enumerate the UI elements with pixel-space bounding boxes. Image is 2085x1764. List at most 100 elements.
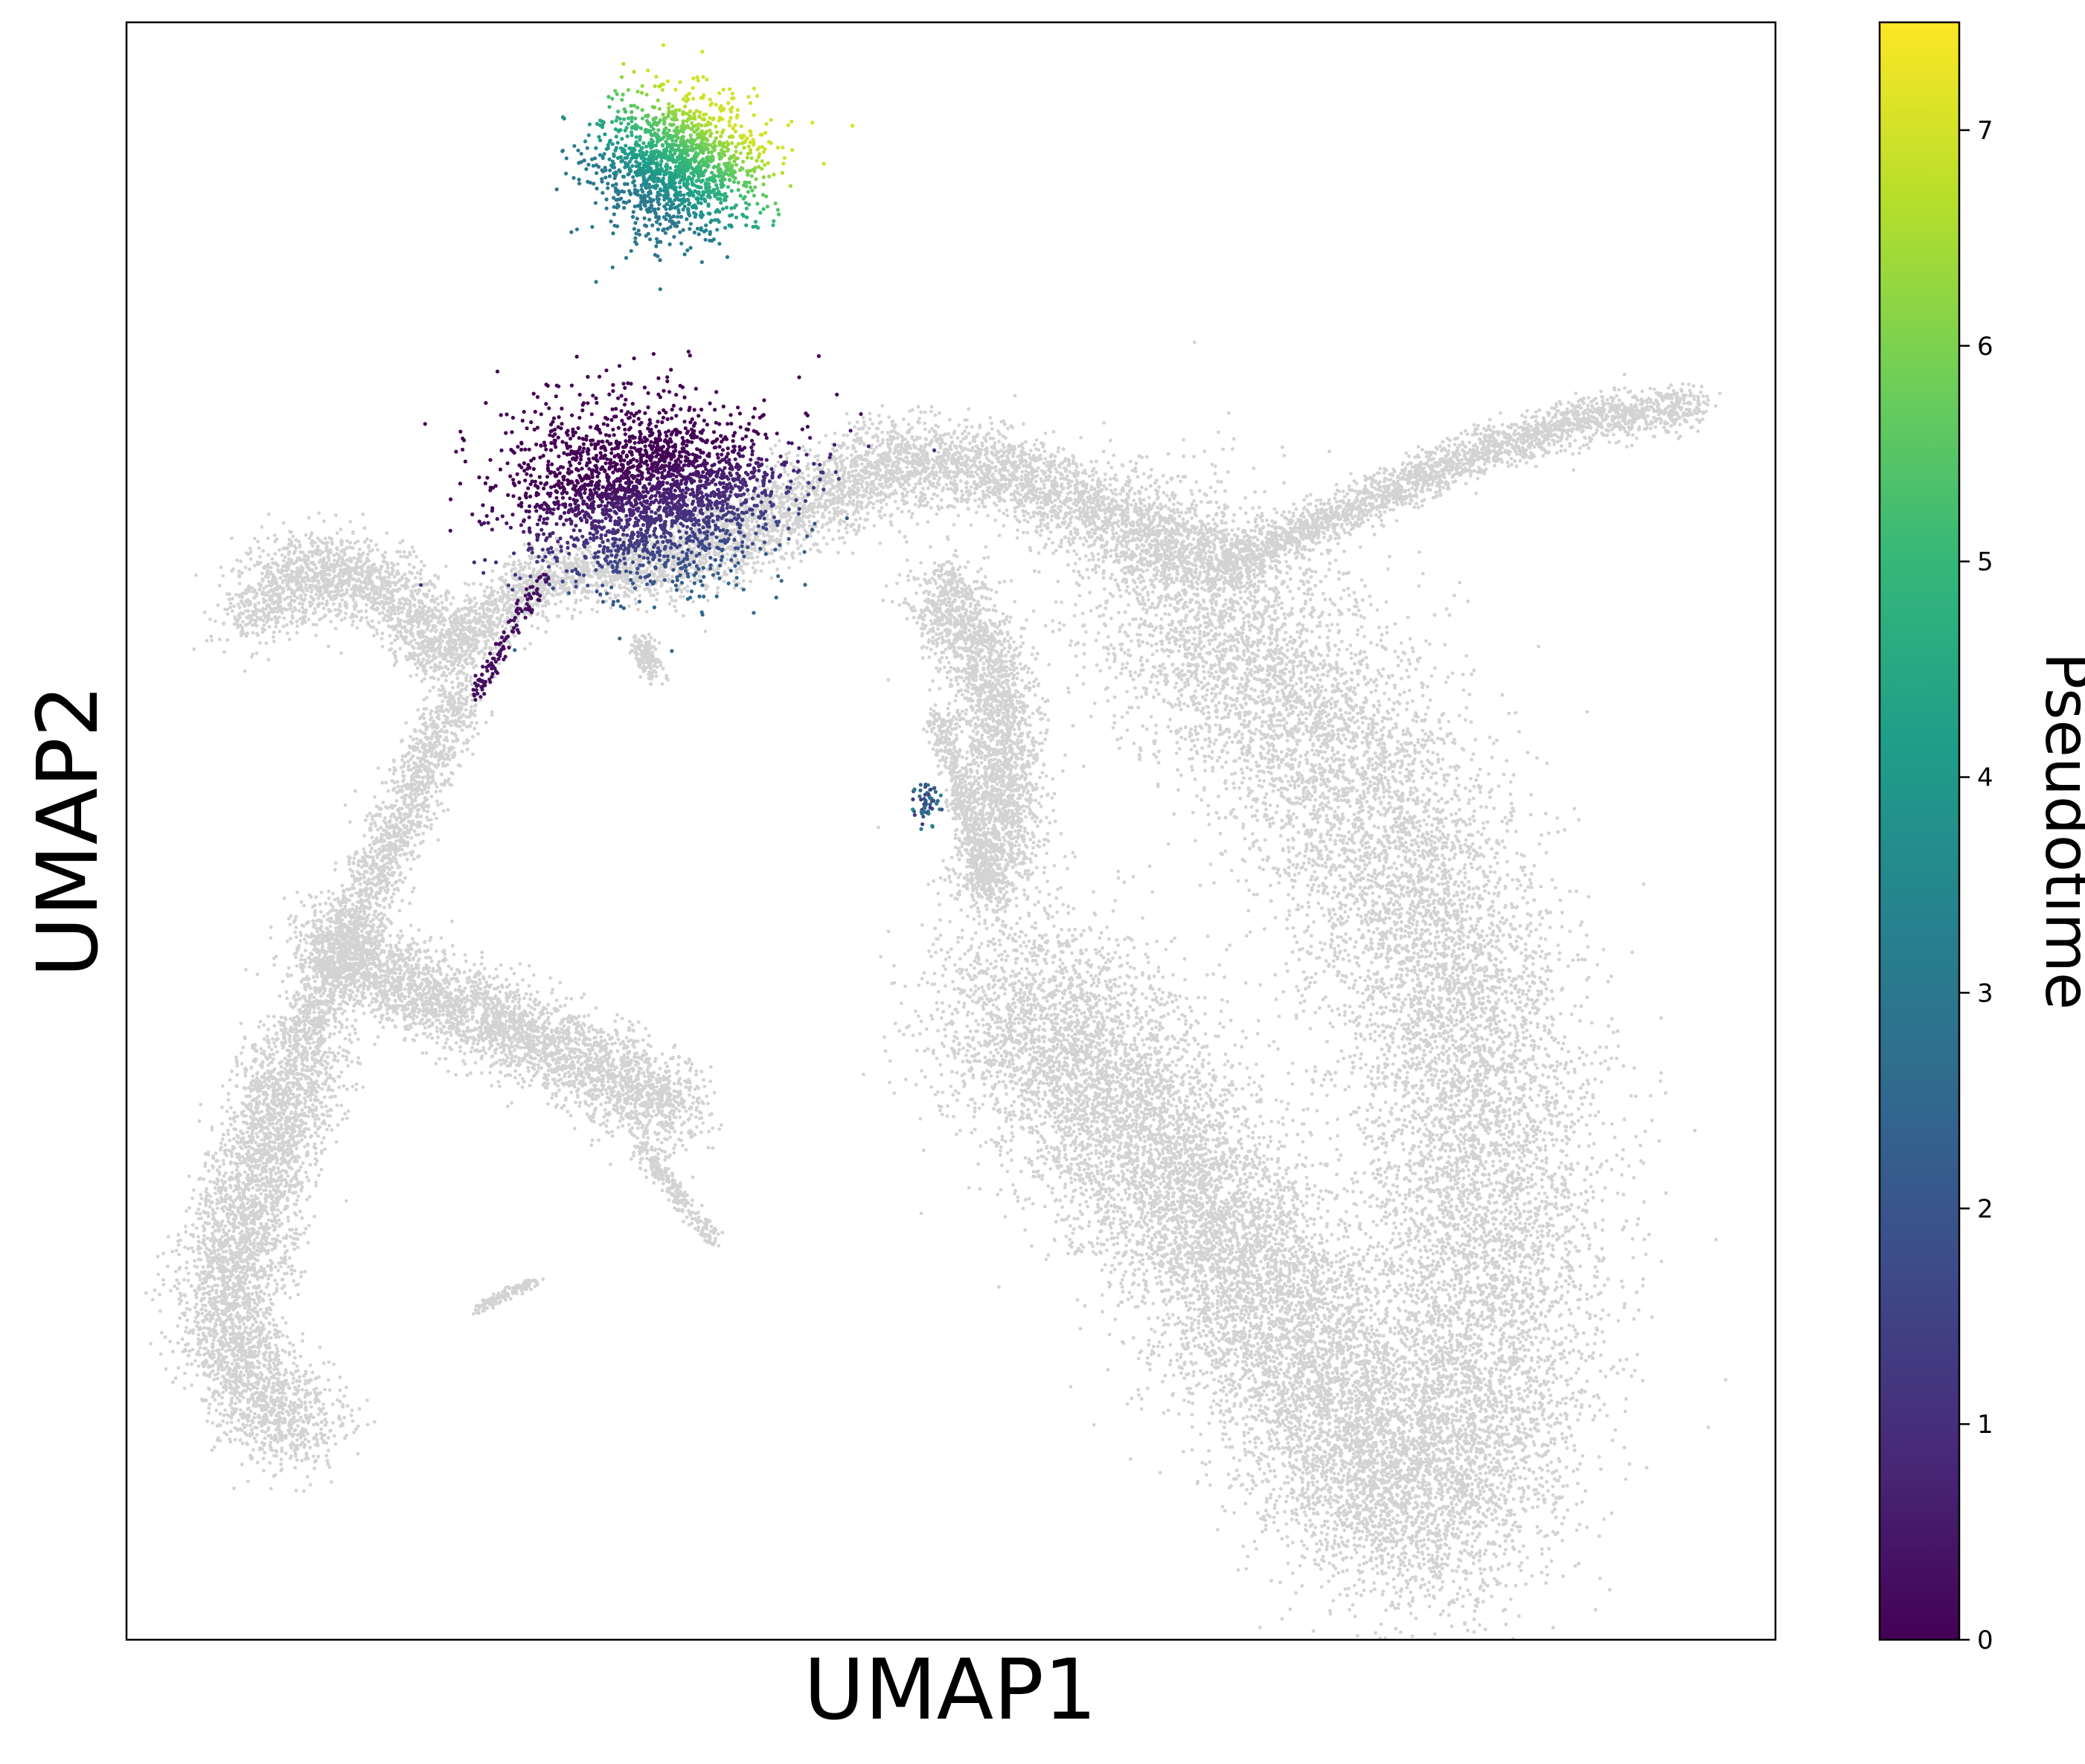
background-cell-point: [410, 618, 414, 621]
background-cell-point: [406, 556, 409, 559]
background-cell-point: [266, 593, 269, 597]
background-cell-point: [260, 577, 264, 581]
background-cell-point: [331, 577, 335, 580]
background-cell-point: [303, 597, 307, 601]
background-cell-point: [229, 602, 233, 606]
background-cell-point: [226, 612, 230, 616]
background-cell-point: [291, 616, 295, 620]
background-cell-point: [365, 609, 368, 613]
background-cell-point: [353, 607, 356, 611]
background-cell-point: [289, 595, 292, 599]
background-cell-point: [318, 585, 321, 588]
background-cell-point: [246, 609, 250, 613]
background-cell-point: [261, 549, 265, 553]
background-cell-point: [303, 609, 307, 612]
background-cell-point: [446, 589, 449, 593]
background-cell-point: [364, 577, 368, 580]
background-cell-point: [349, 520, 353, 524]
background-cell-point: [209, 635, 213, 638]
background-cell-point: [374, 543, 378, 547]
background-cell-point: [414, 612, 418, 616]
background-cell-point: [314, 634, 318, 638]
background-cell-point: [421, 612, 425, 615]
background-cell-point: [257, 582, 260, 586]
background-cell-point: [390, 572, 394, 576]
background-cell-point: [256, 560, 260, 564]
background-cell-point: [417, 660, 420, 664]
background-cell-point: [375, 628, 379, 632]
background-cell-point: [418, 606, 422, 609]
background-cell-point: [258, 555, 262, 559]
background-cell-point: [372, 634, 376, 638]
background-cell-point: [452, 596, 455, 600]
background-cell-point: [253, 536, 257, 540]
background-cell-point: [322, 519, 326, 523]
background-cell-point: [381, 645, 385, 649]
background-cell-point: [327, 609, 331, 613]
background-cell-point: [386, 610, 390, 614]
background-cell-point: [382, 617, 385, 620]
background-cell-point: [447, 628, 451, 632]
background-cell-point: [349, 615, 353, 619]
background-cell-point: [249, 547, 252, 551]
background-cell-point: [407, 612, 411, 616]
background-cell-point: [203, 611, 207, 615]
background-cell-point: [424, 672, 428, 676]
background-cell-point: [319, 559, 323, 562]
background-cell-point: [366, 566, 370, 570]
background-cell-point: [254, 608, 258, 612]
background-cell-point: [437, 577, 441, 580]
background-cell-point: [418, 631, 422, 635]
background-cell-point: [283, 597, 286, 601]
background-cell-point: [275, 592, 278, 596]
background-cell-point: [338, 578, 342, 582]
background-cell-point: [423, 582, 426, 586]
background-cell-point: [416, 571, 420, 574]
background-cell-point: [363, 586, 367, 590]
background-cell-point: [324, 603, 328, 607]
background-cell-point: [441, 616, 445, 620]
background-cell-point: [423, 639, 427, 643]
background-cell-point: [228, 592, 231, 596]
background-cell-point: [465, 594, 469, 597]
background-cell-point: [298, 602, 301, 606]
background-cell-point: [426, 609, 430, 613]
background-cell-point: [312, 612, 316, 615]
background-cell-point: [282, 625, 286, 629]
background-cell-point: [362, 597, 366, 600]
background-cell-point: [322, 580, 326, 583]
background-cell-point: [403, 597, 406, 601]
background-cell-point: [414, 662, 417, 666]
background-cell-point: [238, 606, 242, 609]
background-cell-point: [339, 585, 343, 588]
background-cell-point: [266, 618, 270, 622]
background-cell-point: [214, 620, 217, 623]
background-cell-point: [371, 619, 374, 623]
background-cell-point: [390, 641, 394, 645]
background-cell-point: [437, 620, 441, 624]
background-cell-point: [376, 632, 379, 635]
background-cell-point: [417, 642, 420, 646]
background-cell-point: [313, 571, 317, 575]
background-cell-point: [251, 631, 254, 635]
background-cell-point: [307, 577, 310, 580]
background-cell-point: [406, 629, 409, 633]
background-cell-point: [378, 612, 382, 615]
background-cell-point: [222, 622, 225, 626]
background-cell-point: [210, 639, 214, 643]
background-cell-point: [298, 609, 301, 613]
background-cell-point: [249, 557, 253, 561]
background-cell-point: [321, 597, 325, 600]
background-cell-point: [273, 580, 277, 583]
background-cell-point: [382, 555, 385, 559]
background-cell-point: [367, 594, 371, 598]
background-cell-point: [259, 618, 263, 621]
background-cell-point: [230, 536, 234, 540]
background-cell-point: [412, 550, 416, 554]
background-cell-point: [409, 594, 413, 598]
background-cell-point: [253, 596, 257, 600]
background-cell-point: [278, 600, 282, 604]
background-cell-point: [358, 584, 362, 588]
background-cell-point: [395, 572, 399, 576]
background-cell-point: [218, 638, 222, 641]
